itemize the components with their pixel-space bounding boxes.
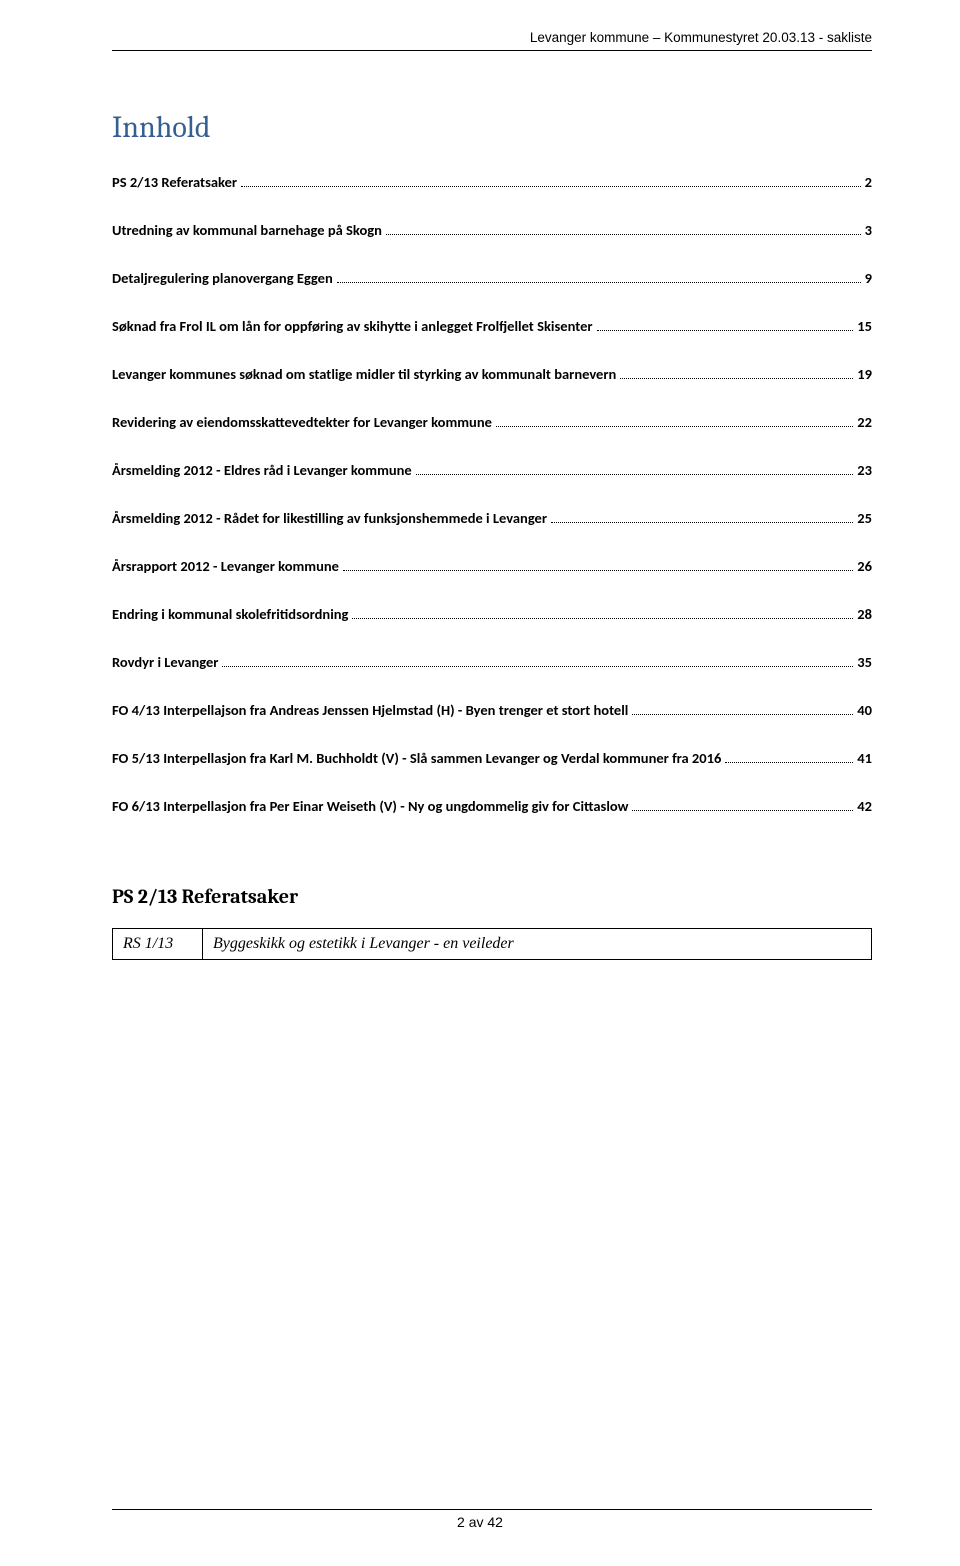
toc-dots — [386, 234, 861, 235]
toc-dots — [352, 618, 853, 619]
page-header-rule — [112, 50, 872, 51]
toc-entry: Detaljregulering planovergang Eggen 9 — [112, 269, 872, 287]
toc-dots — [725, 762, 853, 763]
toc-entry: Søknad fra Frol IL om lån for oppføring … — [112, 317, 872, 335]
toc-entry-page: 25 — [857, 509, 872, 527]
toc-entry: FO 4/13 Interpellajson fra Andreas Jenss… — [112, 701, 872, 719]
toc-dots — [337, 282, 861, 283]
page-footer-text: 2 av 42 — [0, 1514, 960, 1530]
toc-entry-label: Årsmelding 2012 - Eldres råd i Levanger … — [112, 461, 412, 479]
toc-entry-label: Revidering av eiendomsskattevedtekter fo… — [112, 413, 492, 431]
toc-dots — [597, 330, 854, 331]
page-content: Innhold PS 2/13 Referatsaker 2 Utredning… — [112, 110, 872, 960]
toc-entry: Årsmelding 2012 - Rådet for likestilling… — [112, 509, 872, 527]
toc-entry: FO 5/13 Interpellasjon fra Karl M. Buchh… — [112, 749, 872, 767]
toc-entry-label: Årsrapport 2012 - Levanger kommune — [112, 557, 339, 575]
toc-entry: Rovdyr i Levanger 35 — [112, 653, 872, 671]
toc-entry-page: 2 — [865, 173, 872, 191]
toc-list: PS 2/13 Referatsaker 2 Utredning av komm… — [112, 173, 872, 815]
toc-dots — [496, 426, 853, 427]
toc-entry-label: PS 2/13 Referatsaker — [112, 173, 237, 191]
toc-entry: Revidering av eiendomsskattevedtekter fo… — [112, 413, 872, 431]
toc-entry-page: 28 — [857, 605, 872, 623]
toc-entry-label: FO 4/13 Interpellajson fra Andreas Jenss… — [112, 701, 628, 719]
toc-entry-page: 19 — [857, 365, 872, 383]
referatsaker-table: RS 1/13 Byggeskikk og estetikk i Levange… — [112, 928, 872, 960]
toc-entry-label: Årsmelding 2012 - Rådet for likestilling… — [112, 509, 547, 527]
toc-entry: Endring i kommunal skolefritidsordning 2… — [112, 605, 872, 623]
toc-entry: PS 2/13 Referatsaker 2 — [112, 173, 872, 191]
toc-dots — [241, 186, 861, 187]
toc-entry-page: 9 — [865, 269, 872, 287]
toc-entry-page: 41 — [857, 749, 872, 767]
toc-dots — [632, 714, 853, 715]
toc-entry-page: 35 — [857, 653, 872, 671]
toc-dots — [416, 474, 854, 475]
toc-entry-label: Levanger kommunes søknad om statlige mid… — [112, 365, 616, 383]
toc-entry-page: 40 — [857, 701, 872, 719]
table-cell-ref: RS 1/13 — [113, 929, 203, 960]
toc-entry-page: 22 — [857, 413, 872, 431]
toc-entry: Årsrapport 2012 - Levanger kommune 26 — [112, 557, 872, 575]
toc-dots — [620, 378, 853, 379]
table-cell-title: Byggeskikk og estetikk i Levanger - en v… — [203, 929, 872, 960]
toc-dots — [551, 522, 853, 523]
page-header-text: Levanger kommune – Kommunestyret 20.03.1… — [530, 30, 872, 45]
toc-entry-label: Endring i kommunal skolefritidsordning — [112, 605, 348, 623]
toc-entry-label: Utredning av kommunal barnehage på Skogn — [112, 221, 382, 239]
toc-entry-page: 3 — [865, 221, 872, 239]
toc-dots — [343, 570, 853, 571]
toc-entry-page: 26 — [857, 557, 872, 575]
toc-entry-label: Søknad fra Frol IL om lån for oppføring … — [112, 317, 593, 335]
section-heading: PS 2/13 Referatsaker — [112, 885, 872, 908]
toc-entry-label: Detaljregulering planovergang Eggen — [112, 269, 333, 287]
table-row: RS 1/13 Byggeskikk og estetikk i Levange… — [113, 929, 872, 960]
toc-title: Innhold — [112, 110, 872, 145]
toc-entry-page: 42 — [857, 797, 872, 815]
toc-entry-page: 23 — [857, 461, 872, 479]
toc-entry-page: 15 — [857, 317, 872, 335]
toc-entry-label: FO 6/13 Interpellasjon fra Per Einar Wei… — [112, 797, 628, 815]
page-footer-rule — [112, 1509, 872, 1510]
toc-dots — [222, 666, 853, 667]
toc-entry: Levanger kommunes søknad om statlige mid… — [112, 365, 872, 383]
toc-entry: FO 6/13 Interpellasjon fra Per Einar Wei… — [112, 797, 872, 815]
toc-entry-label: Rovdyr i Levanger — [112, 653, 218, 671]
toc-entry: Utredning av kommunal barnehage på Skogn… — [112, 221, 872, 239]
toc-entry: Årsmelding 2012 - Eldres råd i Levanger … — [112, 461, 872, 479]
toc-entry-label: FO 5/13 Interpellasjon fra Karl M. Buchh… — [112, 749, 721, 767]
toc-dots — [632, 810, 853, 811]
